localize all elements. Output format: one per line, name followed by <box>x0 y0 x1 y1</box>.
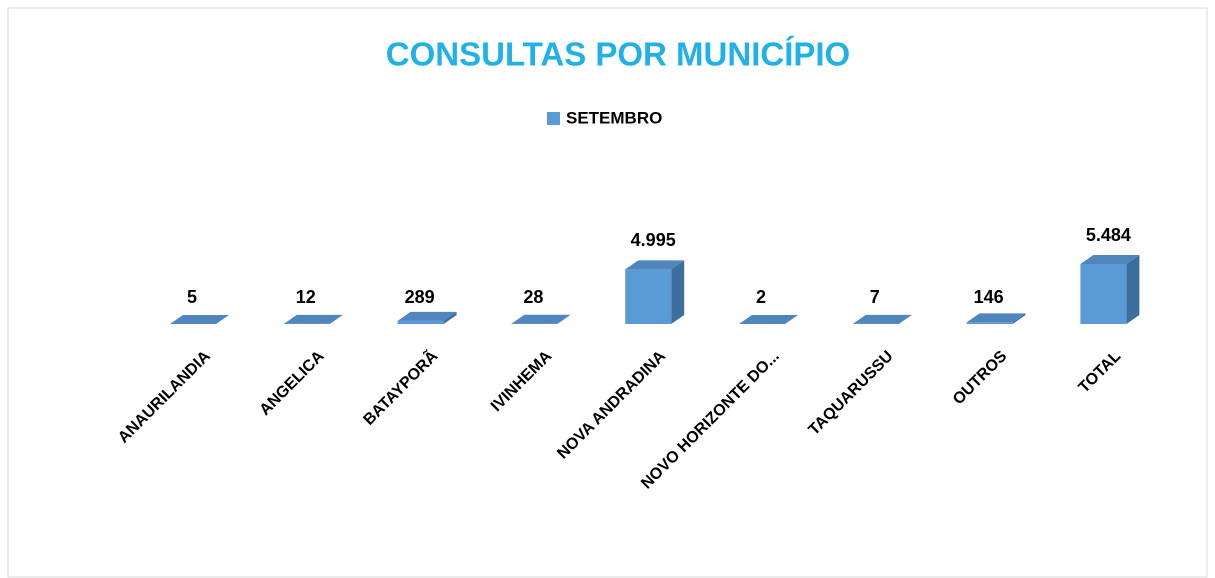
bar-front <box>966 322 1013 324</box>
bar-top <box>852 314 912 324</box>
value-label: 146 <box>974 287 1004 307</box>
bar-front <box>1080 264 1127 324</box>
bar <box>625 260 685 324</box>
bar-top <box>1080 255 1140 264</box>
bar <box>852 314 912 324</box>
value-label: 5 <box>187 287 197 307</box>
bar <box>283 314 343 324</box>
value-label: 28 <box>523 287 543 307</box>
bar <box>966 313 1026 324</box>
bar-side <box>785 314 798 324</box>
value-label: 289 <box>405 287 435 307</box>
bar-front <box>625 269 672 324</box>
bar-top <box>283 314 343 324</box>
bar-top <box>966 313 1026 323</box>
chart-title: CONSULTAS POR MUNICÍPIO <box>386 36 850 73</box>
bar-front <box>397 320 444 324</box>
value-label: 7 <box>870 287 880 307</box>
bar-side <box>443 311 457 324</box>
bar-side <box>671 260 685 324</box>
bar <box>1080 255 1140 324</box>
value-label: 2 <box>756 287 766 307</box>
bar-top <box>511 314 571 324</box>
bar-side <box>557 314 571 324</box>
bar-side <box>216 314 229 324</box>
value-label: 4.995 <box>631 230 676 250</box>
bar-top <box>625 260 685 270</box>
chart-border <box>7 7 1208 578</box>
legend-swatch <box>547 112 560 125</box>
bar-top <box>397 311 457 321</box>
value-label: 5.484 <box>1086 225 1131 245</box>
bar-side <box>1012 313 1026 324</box>
bar <box>739 314 798 324</box>
legend-label: SETEMBRO <box>566 108 662 127</box>
bar-top <box>739 314 798 324</box>
value-label: 12 <box>296 287 316 307</box>
bar-side <box>1126 255 1140 324</box>
bar <box>511 314 571 324</box>
bar <box>170 314 229 324</box>
bar <box>397 311 457 324</box>
bar-side <box>898 314 912 324</box>
bar-top <box>170 314 229 324</box>
bar-side <box>329 314 343 324</box>
